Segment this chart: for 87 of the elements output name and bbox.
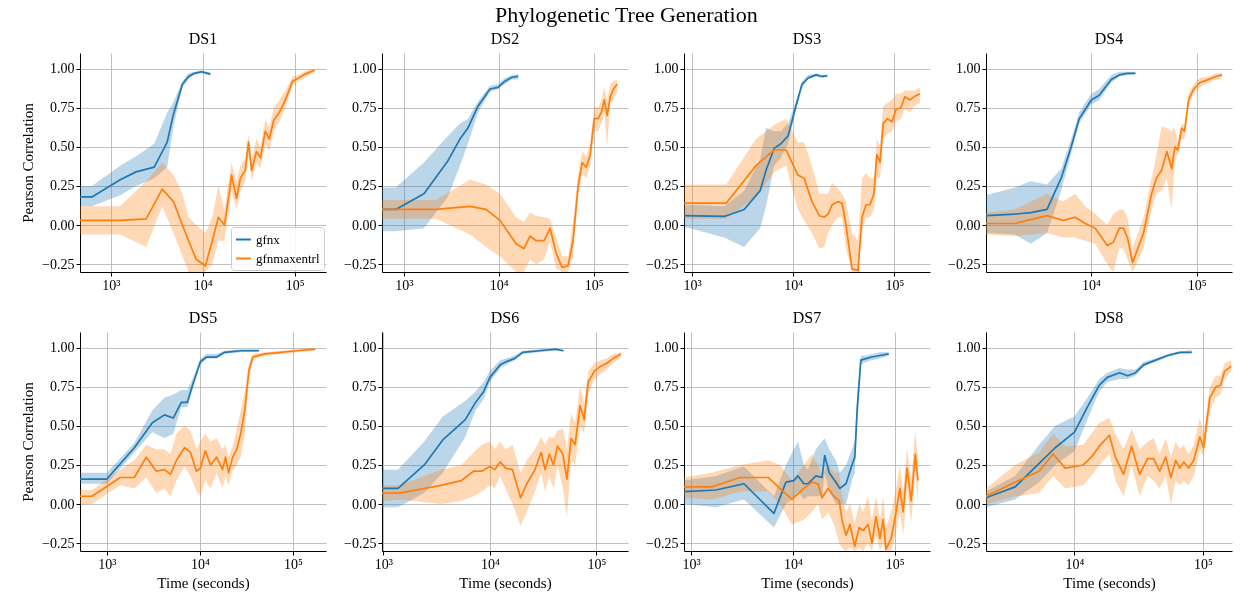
y-tick-label: 0.75 [956,100,981,116]
y-tick-label: 0.50 [352,418,377,434]
chart-title: DS3 [792,30,822,47]
y-tick-label: −0.25 [42,256,75,272]
x-tick-label: 10⁴ [191,556,211,572]
x-tick-label: 10⁴ [784,556,804,572]
x-tick-label: 10⁵ [285,277,305,293]
y-tick-label: 0.75 [352,100,377,116]
y-tick-label: −0.25 [344,535,377,551]
x-tick-label: 10⁴ [1065,556,1085,572]
y-tick-label: 0.25 [50,178,75,194]
y-tick-label: 1.00 [956,340,981,356]
x-tick-label: 10⁴ [1081,277,1101,293]
x-tick-label: 10⁴ [480,556,500,572]
y-tick-label: 0.00 [352,217,377,233]
y-tick-label: 0.25 [654,457,679,473]
x-tick-label: 10⁴ [193,277,213,293]
x-tick-label: 10³ [102,277,121,293]
text: Phylogenetic Tree Generation [494,2,758,27]
y-tick-label: 0.50 [50,139,75,155]
y-axis-title: Pearson Correlation [20,102,37,223]
y-tick-label: 0.00 [956,217,981,233]
x-tick-label: 10⁴ [784,277,804,293]
y-tick-label: 0.75 [654,379,679,395]
y-tick-label: 0.25 [956,457,981,473]
y-tick-label: −0.25 [948,535,981,551]
chart-title: DS6 [490,309,520,326]
y-tick-label: 0.50 [50,418,75,434]
y-tick-label: 0.25 [50,457,75,473]
y-tick-label: 0.50 [352,139,377,155]
y-tick-label: 0.25 [352,178,377,194]
y-tick-label: 0.75 [654,100,679,116]
y-tick-label: 0.00 [50,496,75,512]
y-tick-label: 0.00 [956,496,981,512]
y-tick-label: 0.50 [956,139,981,155]
y-tick-label: 1.00 [50,61,75,77]
chart-title: DS7 [792,309,822,326]
chart-title: DS2 [490,30,520,47]
y-tick-label: 1.00 [352,340,377,356]
x-tick-label: 10⁵ [284,556,304,572]
y-tick-label: 0.50 [956,418,981,434]
x-tick-label: 10³ [374,556,394,572]
y-tick-label: −0.25 [646,535,679,551]
y-tick-label: 0.00 [50,217,75,233]
x-tick-label: 10³ [683,277,702,293]
x-axis-title: Time (seconds) [157,574,250,592]
y-tick-label: 0.50 [654,139,679,155]
y-tick-label: −0.25 [42,535,75,551]
x-tick-label: 10⁵ [1194,556,1214,572]
y-tick-label: 1.00 [50,340,75,356]
x-tick-label: 10⁵ [885,277,905,293]
x-tick-label: 10⁵ [587,556,607,572]
chart-title: DS4 [1094,30,1124,47]
y-tick-label: −0.25 [948,256,981,272]
y-tick-label: 0.75 [956,379,981,395]
y-tick-label: 0.25 [956,178,981,194]
y-tick-label: 0.25 [352,457,377,473]
y-tick-label: 0.75 [50,379,75,395]
x-tick-label: 10³ [98,556,117,572]
x-tick-label: 10⁴ [489,277,509,293]
y-tick-label: −0.25 [344,256,377,272]
y-tick-label: 0.50 [654,418,679,434]
y-tick-label: 0.25 [654,178,679,194]
y-tick-label: 1.00 [352,61,377,77]
x-axis-title: Time (seconds) [1063,574,1156,592]
y-tick-label: 0.00 [352,496,377,512]
x-tick-label: 10³ [682,556,701,572]
x-axis-title: Time (seconds) [761,574,854,592]
y-tick-label: 1.00 [654,61,679,77]
y-tick-label: −0.25 [646,256,679,272]
x-tick-label: 10⁵ [1187,277,1207,293]
legend-label: gfnx [256,231,281,247]
x-tick-label: 10⁵ [885,556,905,572]
x-axis-title: Time (seconds) [459,574,552,592]
legend-label: gfnmaxentrl [256,250,320,266]
chart-title: DS1 [188,30,218,47]
chart-title: DS8 [1094,309,1124,326]
y-tick-label: 0.00 [654,496,679,512]
y-tick-label: 1.00 [654,340,679,356]
x-tick-label: 10³ [395,277,414,293]
y-axis-title: Pearson Correlation [20,381,37,502]
y-tick-label: 1.00 [956,61,981,77]
y-tick-label: 0.75 [50,100,75,116]
x-tick-label: 10⁵ [584,277,604,293]
chart-title: DS5 [188,309,218,326]
y-tick-label: 0.75 [352,379,377,395]
y-tick-label: 0.00 [654,217,679,233]
